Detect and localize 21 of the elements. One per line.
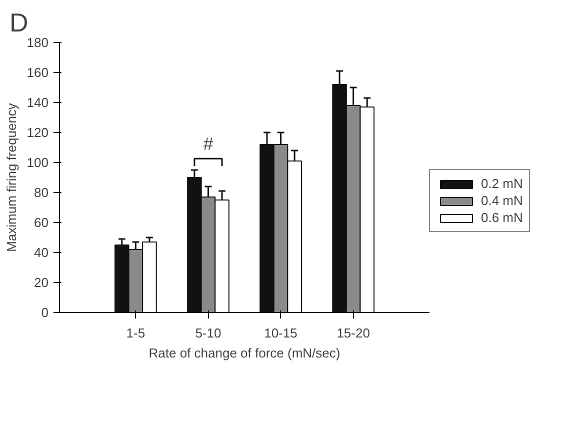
- x-tick-label: 1-5: [126, 326, 146, 340]
- y-tick-label: 0: [41, 305, 49, 320]
- x-tick-label: 10-15: [264, 326, 298, 340]
- y-tick-label: 20: [34, 275, 49, 290]
- y-tick-label: 100: [26, 155, 49, 170]
- y-tick-label: 140: [26, 95, 49, 110]
- legend-label: 0.4 mN: [481, 193, 523, 208]
- x-tick-label: 5-10: [195, 326, 222, 340]
- y-axis-title: Maximum firing frequency: [4, 102, 19, 252]
- text: D: [10, 8, 28, 38]
- y-tick-label: 180: [26, 35, 49, 50]
- y-tick-label: 120: [26, 125, 49, 140]
- y-tick-label: 40: [34, 245, 49, 260]
- y-tick-label: 80: [34, 185, 49, 200]
- annotation: #: [203, 134, 214, 154]
- y-tick-label: 160: [26, 65, 49, 80]
- x-axis-title: Rate of change of force (mN/sec): [148, 346, 340, 360]
- legend-label: 0.2 mN: [481, 176, 523, 191]
- legend-label: 0.6 mN: [481, 210, 523, 225]
- x-tick-label: 15-20: [336, 326, 370, 340]
- y-tick-label: 60: [34, 215, 49, 230]
